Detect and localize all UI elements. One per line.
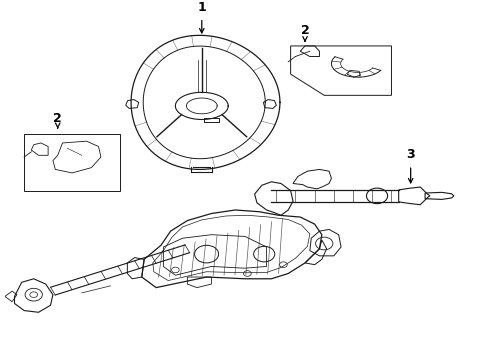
Text: 2: 2 [301,24,309,37]
Text: 3: 3 [406,148,415,161]
Bar [204,118,219,122]
Text: 2: 2 [53,112,62,125]
Bar [24,134,120,190]
Text: 1: 1 [197,1,206,14]
